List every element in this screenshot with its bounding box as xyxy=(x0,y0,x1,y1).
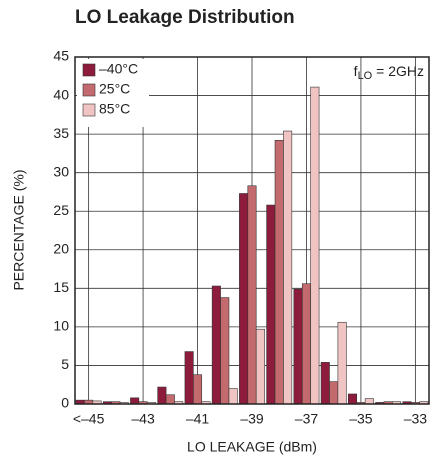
bar xyxy=(184,351,194,405)
bar xyxy=(364,398,374,405)
bar xyxy=(348,393,358,405)
bar xyxy=(266,204,276,405)
bar xyxy=(228,388,238,405)
bar xyxy=(220,297,230,405)
y-tick-label: 20 xyxy=(53,240,69,256)
bar xyxy=(329,381,339,405)
legend-label: 85°C xyxy=(99,101,130,117)
x-tick-label: <–45 xyxy=(73,411,105,427)
chart-title: LO Leakage Distribution xyxy=(75,7,295,28)
y-tick-label: 35 xyxy=(53,125,69,141)
x-tick-label: –33 xyxy=(404,411,428,427)
x-tick-label: –41 xyxy=(186,411,210,427)
annotation: fLO = 2GHz xyxy=(354,63,424,82)
legend-swatch xyxy=(82,63,96,77)
legend-label: 25°C xyxy=(99,81,130,97)
annotation-sub: LO xyxy=(358,70,373,82)
bar xyxy=(165,394,175,405)
bar xyxy=(293,288,303,405)
bar xyxy=(337,321,347,405)
bar xyxy=(255,328,265,405)
y-tick-label: 10 xyxy=(53,318,69,334)
y-tick-label: 30 xyxy=(53,163,69,179)
annotation-text: f xyxy=(354,63,358,79)
y-tick-label: 0 xyxy=(61,395,69,411)
x-tick-label: –39 xyxy=(240,411,264,427)
y-axis-label: PERCENTAGE (%) xyxy=(11,169,27,290)
plot-frame xyxy=(74,56,430,405)
x-tick-label: –43 xyxy=(131,411,155,427)
x-tick-label: –37 xyxy=(295,411,319,427)
bar xyxy=(320,362,330,405)
y-tick-label: 5 xyxy=(61,356,69,372)
y-tick-label: 45 xyxy=(53,48,69,64)
legend-swatch xyxy=(82,103,96,117)
y-tick-label: 40 xyxy=(53,86,69,102)
bar xyxy=(301,283,311,405)
legend-swatch xyxy=(82,83,96,97)
bar xyxy=(211,285,221,405)
y-tick-label: 25 xyxy=(53,202,69,218)
bar xyxy=(310,86,320,405)
bar xyxy=(274,139,284,405)
x-axis-label: LO LEAKAGE (dBm) xyxy=(187,439,317,455)
bar xyxy=(193,374,203,405)
bar xyxy=(157,386,167,405)
x-tick-label: –35 xyxy=(349,411,373,427)
bar xyxy=(130,397,140,405)
y-tick-label: 15 xyxy=(53,279,69,295)
bar xyxy=(247,185,257,405)
bar xyxy=(283,130,293,405)
annotation-text: = 2GHz xyxy=(372,63,424,79)
legend-label: –40°C xyxy=(99,61,138,77)
bar xyxy=(239,193,249,405)
